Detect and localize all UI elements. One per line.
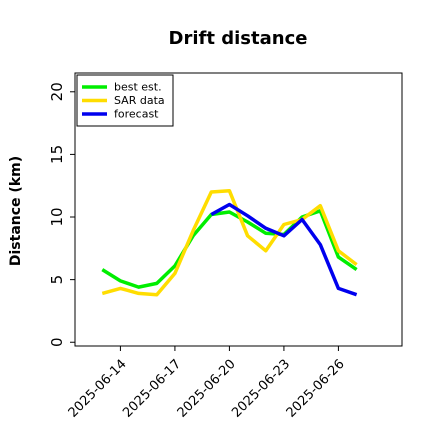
series-lines <box>102 191 357 295</box>
y-axis-label: Distance (km) <box>8 156 24 266</box>
y-tick-label: 5 <box>48 275 66 285</box>
chart-title: Drift distance <box>169 28 308 49</box>
x-axis: 2025-06-142025-06-172025-06-202025-06-23… <box>66 346 348 421</box>
y-tick-label: 15 <box>48 145 66 164</box>
y-axis: 0 5 10 15 20 <box>48 82 75 347</box>
legend-label: SAR data <box>114 94 165 107</box>
legend-label: best est. <box>114 81 162 94</box>
legend-label: forecast <box>114 108 159 121</box>
y-tick-label: 20 <box>48 82 66 101</box>
y-tick-label: 10 <box>48 207 66 226</box>
y-tick-label: 0 <box>48 337 66 347</box>
x-tick-label: 2025-06-26 <box>284 357 348 421</box>
series-line-best-est <box>102 211 356 287</box>
